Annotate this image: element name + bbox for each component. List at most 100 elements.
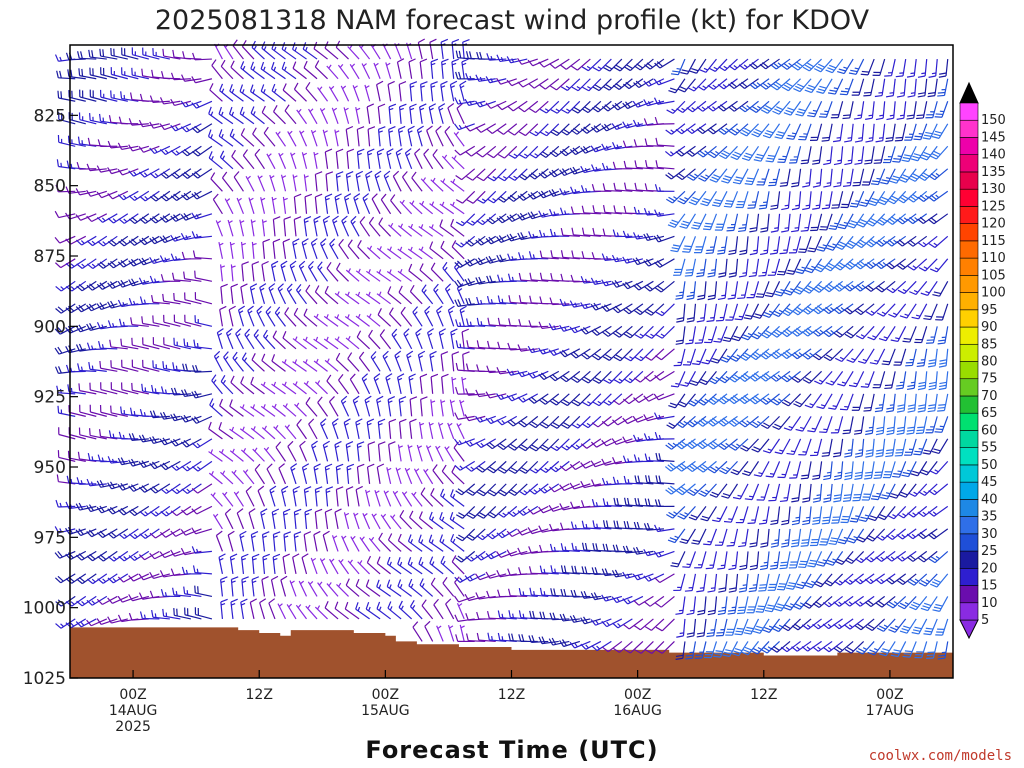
barb-feather <box>367 441 376 445</box>
barb-half-feather <box>450 400 455 404</box>
barb-feather <box>56 474 59 482</box>
wind-barb <box>385 373 393 395</box>
wind-barb <box>413 468 423 485</box>
wind-barb <box>528 251 549 260</box>
barb-staff <box>272 241 276 259</box>
wind-barb <box>430 577 444 597</box>
wind-barb <box>370 351 381 372</box>
barb-feather <box>466 491 474 496</box>
barb-staff <box>68 190 86 194</box>
wind-barb <box>65 364 86 373</box>
barb-feather <box>508 633 511 641</box>
barb-feather <box>110 260 117 267</box>
barb-feather <box>476 296 480 305</box>
barb-feather <box>194 585 196 593</box>
barb-half-feather <box>607 400 612 404</box>
wind-barb <box>398 600 413 620</box>
wind-barb <box>283 216 292 237</box>
barb-half-feather <box>354 197 359 201</box>
wind-barb <box>307 260 318 282</box>
barb-half-feather <box>273 558 278 561</box>
barb-half-feather <box>442 560 446 565</box>
barb-feather <box>275 441 282 448</box>
barb-half-feather <box>406 467 411 472</box>
barb-staff <box>482 145 497 158</box>
wind-barb <box>486 528 507 540</box>
barb-feather <box>571 65 578 71</box>
barb-half-feather <box>279 288 283 292</box>
barb-half-feather <box>357 291 361 297</box>
wind-barb <box>212 193 223 215</box>
wind-barb <box>97 454 118 463</box>
wind-barb <box>581 100 602 114</box>
barb-half-feather <box>389 246 392 251</box>
barb-staff <box>456 108 465 125</box>
barb-feather <box>324 601 329 609</box>
barb-feather <box>107 508 114 515</box>
wind-barb <box>160 386 181 395</box>
barb-staff <box>430 268 444 282</box>
wind-barb <box>152 337 171 350</box>
wind-barb <box>278 152 287 170</box>
wind-barb <box>160 168 181 179</box>
barb-feather <box>518 107 525 113</box>
barb-feather <box>581 566 585 574</box>
wind-barb <box>582 393 602 407</box>
barb-feather <box>418 511 423 519</box>
wind-barb <box>455 362 475 372</box>
wind-barb <box>308 418 318 440</box>
wind-barb <box>191 100 213 109</box>
wind-barb <box>191 168 213 179</box>
wind-barb <box>76 573 97 585</box>
wind-barb <box>461 58 469 79</box>
wind-barb <box>79 89 97 102</box>
wind-barb <box>539 145 560 158</box>
wind-barb <box>208 106 223 125</box>
wind-barb <box>388 441 396 462</box>
barb-feather <box>412 306 419 313</box>
barb-feather <box>130 317 133 325</box>
wind-barb <box>581 370 602 384</box>
wind-barb <box>451 555 465 575</box>
barb-feather <box>451 555 457 563</box>
barb-staff <box>368 222 381 237</box>
wind-barb <box>314 285 328 305</box>
wind-barb <box>423 148 434 170</box>
barb-feather <box>466 536 473 541</box>
wind-barb <box>128 550 150 561</box>
barb-half-feather <box>523 490 528 494</box>
wind-barb <box>181 460 202 472</box>
barb-half-feather <box>133 410 136 416</box>
barb-half-feather <box>357 606 361 612</box>
wind-barb <box>466 340 486 350</box>
barb-half-feather <box>91 578 96 583</box>
barb-feather <box>398 81 407 85</box>
barb-feather <box>138 277 144 285</box>
barb-feather <box>376 395 384 401</box>
barb-feather <box>531 444 539 450</box>
barb-feather <box>191 527 197 535</box>
barb-feather <box>517 370 523 378</box>
wind-barb <box>293 193 302 214</box>
barb-staff <box>388 444 392 462</box>
barb-staff <box>153 573 171 580</box>
barb-feather <box>538 321 543 329</box>
barb-half-feather <box>112 323 115 328</box>
barb-feather <box>162 411 168 419</box>
wind-barb <box>440 38 449 60</box>
wind-barb <box>388 307 402 327</box>
wind-barb <box>259 283 267 304</box>
wind-barb <box>374 170 382 192</box>
wind-barb <box>215 220 223 237</box>
barb-half-feather <box>410 223 414 229</box>
wind-barb <box>388 126 396 147</box>
barb-feather <box>420 487 426 495</box>
wind-barb <box>86 528 108 538</box>
barb-feather <box>151 236 158 243</box>
wind-barb <box>319 418 329 440</box>
wind-barb <box>222 491 234 507</box>
barb-staff <box>122 595 139 603</box>
barb-staff <box>479 573 496 581</box>
wind-barb <box>149 483 171 494</box>
barb-staff <box>163 100 181 105</box>
